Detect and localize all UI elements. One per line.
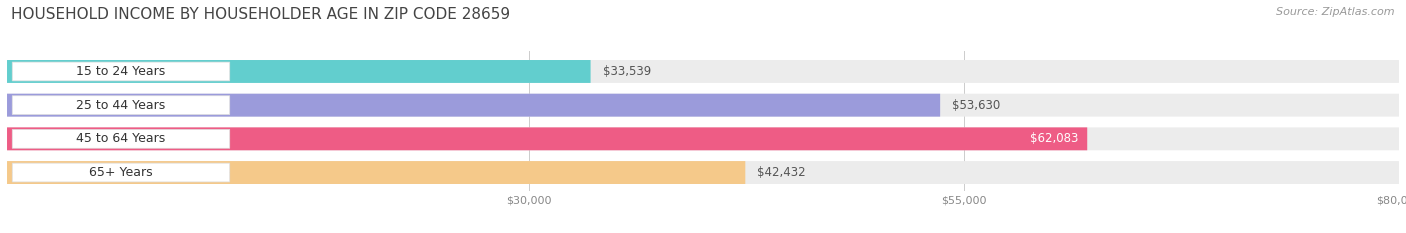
FancyBboxPatch shape bbox=[7, 60, 591, 83]
Text: $62,083: $62,083 bbox=[1031, 132, 1078, 145]
FancyBboxPatch shape bbox=[7, 161, 745, 184]
Text: HOUSEHOLD INCOME BY HOUSEHOLDER AGE IN ZIP CODE 28659: HOUSEHOLD INCOME BY HOUSEHOLDER AGE IN Z… bbox=[11, 7, 510, 22]
Text: $53,630: $53,630 bbox=[952, 99, 1001, 112]
FancyBboxPatch shape bbox=[13, 163, 229, 182]
Text: 25 to 44 Years: 25 to 44 Years bbox=[76, 99, 166, 112]
FancyBboxPatch shape bbox=[7, 60, 1399, 83]
FancyBboxPatch shape bbox=[7, 94, 941, 116]
Text: 15 to 24 Years: 15 to 24 Years bbox=[76, 65, 166, 78]
Text: $42,432: $42,432 bbox=[758, 166, 806, 179]
FancyBboxPatch shape bbox=[7, 127, 1087, 150]
Text: Source: ZipAtlas.com: Source: ZipAtlas.com bbox=[1277, 7, 1395, 17]
Text: 45 to 64 Years: 45 to 64 Years bbox=[76, 132, 166, 145]
FancyBboxPatch shape bbox=[13, 96, 229, 115]
FancyBboxPatch shape bbox=[7, 94, 1399, 116]
FancyBboxPatch shape bbox=[7, 161, 1399, 184]
FancyBboxPatch shape bbox=[13, 130, 229, 148]
Text: 65+ Years: 65+ Years bbox=[89, 166, 153, 179]
Text: $33,539: $33,539 bbox=[603, 65, 651, 78]
FancyBboxPatch shape bbox=[7, 127, 1399, 150]
FancyBboxPatch shape bbox=[13, 62, 229, 81]
